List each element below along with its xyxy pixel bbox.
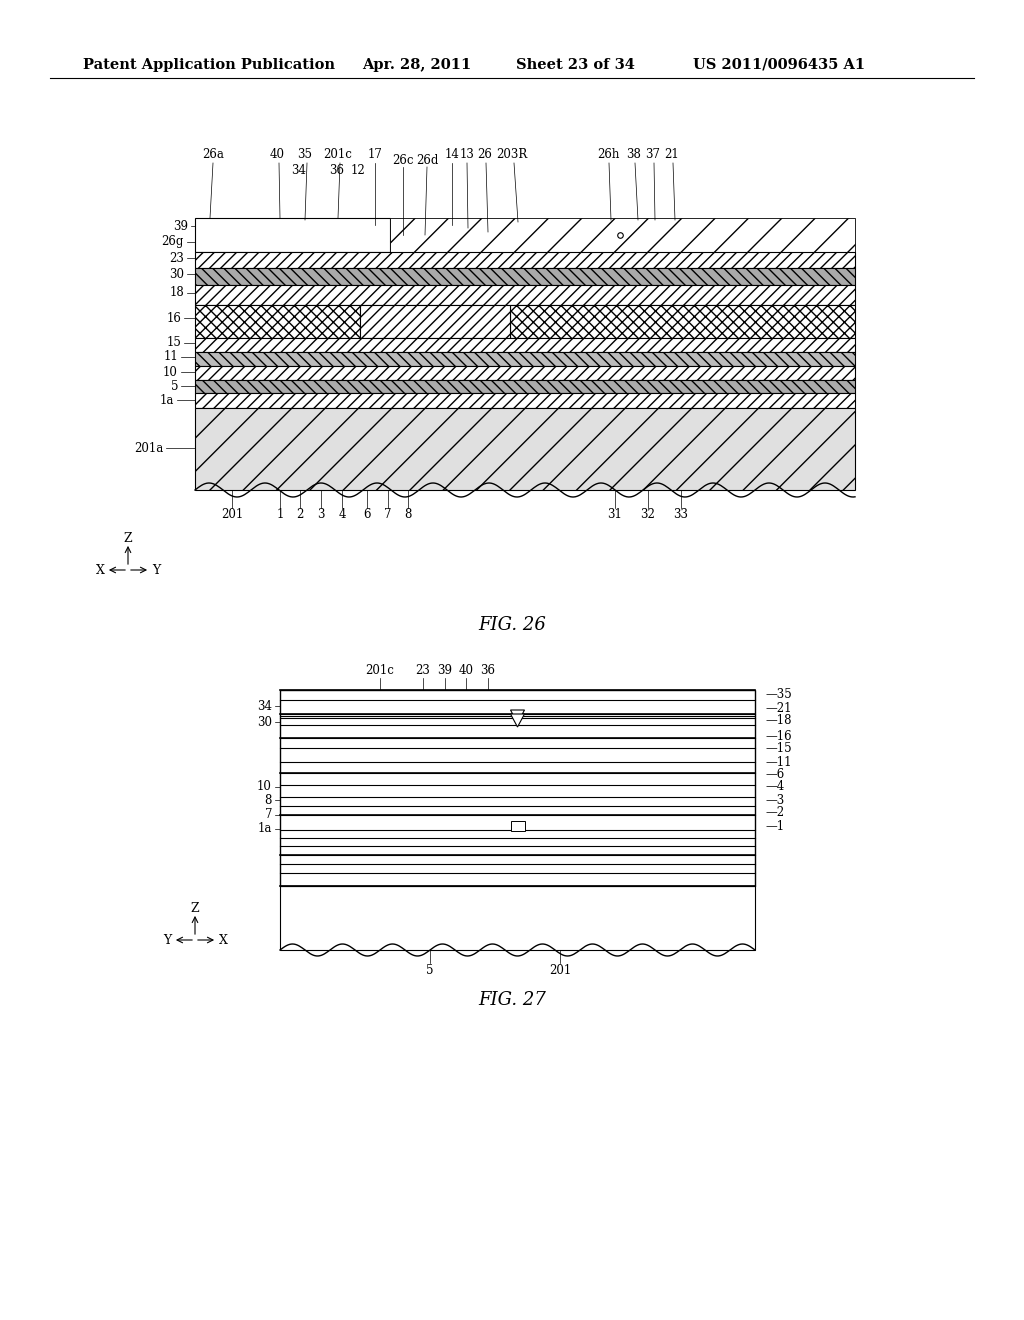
- Text: 30: 30: [257, 715, 272, 729]
- Text: 1a: 1a: [160, 393, 174, 407]
- Text: 26h: 26h: [597, 149, 620, 161]
- Text: 10: 10: [163, 366, 178, 379]
- Text: Sheet 23 of 34: Sheet 23 of 34: [516, 58, 635, 73]
- Bar: [390, 218, 855, 252]
- Polygon shape: [511, 714, 524, 727]
- Text: 201a: 201a: [134, 441, 163, 454]
- Text: 33: 33: [674, 508, 688, 521]
- Text: 201c: 201c: [324, 149, 352, 161]
- Bar: [195, 305, 360, 338]
- Text: FIG. 26: FIG. 26: [478, 616, 546, 634]
- Text: 13: 13: [460, 149, 474, 161]
- Text: 7: 7: [384, 508, 392, 521]
- Bar: [195, 366, 855, 380]
- Text: 17: 17: [368, 149, 382, 161]
- Bar: [195, 408, 855, 490]
- Text: 15: 15: [166, 337, 181, 350]
- Text: 201c: 201c: [366, 664, 394, 676]
- Text: 26a: 26a: [202, 149, 224, 161]
- Text: US 2011/0096435 A1: US 2011/0096435 A1: [693, 58, 865, 73]
- Text: 12: 12: [350, 165, 366, 177]
- Text: —21: —21: [765, 701, 792, 714]
- Polygon shape: [511, 710, 524, 723]
- Text: 37: 37: [645, 149, 660, 161]
- Bar: [195, 393, 855, 408]
- Text: 34: 34: [257, 700, 272, 713]
- Text: 32: 32: [641, 508, 655, 521]
- Text: 10: 10: [257, 780, 272, 793]
- Text: 40: 40: [459, 664, 473, 676]
- Text: 6: 6: [364, 508, 371, 521]
- Text: —6: —6: [765, 768, 784, 781]
- Bar: [195, 218, 390, 252]
- Text: 18: 18: [169, 286, 184, 300]
- Text: 40: 40: [269, 149, 285, 161]
- Text: 7: 7: [264, 808, 272, 821]
- Text: 26d: 26d: [416, 153, 438, 166]
- Bar: [360, 305, 510, 338]
- Text: 3: 3: [317, 508, 325, 521]
- Bar: [195, 352, 855, 366]
- Text: 8: 8: [404, 508, 412, 521]
- Text: —11: —11: [765, 755, 792, 768]
- Text: 8: 8: [264, 793, 272, 807]
- Text: —18: —18: [765, 714, 792, 726]
- Text: 36: 36: [330, 165, 344, 177]
- Text: 16: 16: [166, 312, 181, 325]
- Text: —3: —3: [765, 793, 784, 807]
- Text: 1: 1: [276, 508, 284, 521]
- Text: Y: Y: [163, 933, 171, 946]
- Text: 5: 5: [426, 964, 434, 977]
- Text: Patent Application Publication: Patent Application Publication: [83, 58, 335, 73]
- Text: Z: Z: [190, 903, 200, 916]
- Text: 21: 21: [665, 149, 679, 161]
- Text: 11: 11: [163, 351, 178, 363]
- Text: 39: 39: [173, 219, 188, 232]
- Text: Y: Y: [152, 564, 160, 577]
- Text: 5: 5: [171, 380, 178, 392]
- Text: 34: 34: [292, 165, 306, 177]
- Bar: [510, 305, 855, 338]
- Text: —15: —15: [765, 742, 792, 755]
- Text: 26: 26: [477, 149, 493, 161]
- Bar: [511, 821, 524, 832]
- Text: 2: 2: [296, 508, 304, 521]
- Bar: [195, 338, 855, 352]
- Bar: [280, 690, 755, 886]
- Text: 26c: 26c: [392, 153, 414, 166]
- Text: 35: 35: [298, 149, 312, 161]
- Text: Z: Z: [124, 532, 132, 545]
- Text: 26g: 26g: [162, 235, 184, 248]
- Bar: [195, 380, 855, 393]
- Text: X: X: [218, 933, 227, 946]
- Text: —4: —4: [765, 780, 784, 793]
- Text: —16: —16: [765, 730, 792, 742]
- Bar: [195, 268, 855, 285]
- Text: Apr. 28, 2011: Apr. 28, 2011: [362, 58, 471, 73]
- Bar: [195, 285, 855, 305]
- Text: 39: 39: [437, 664, 453, 676]
- Text: 4: 4: [338, 508, 346, 521]
- Text: 201: 201: [549, 964, 571, 977]
- Text: X: X: [95, 564, 104, 577]
- Text: 201: 201: [221, 508, 243, 521]
- Text: —35: —35: [765, 689, 792, 701]
- Text: 23: 23: [169, 252, 184, 264]
- Text: 31: 31: [607, 508, 623, 521]
- Text: 36: 36: [480, 664, 496, 676]
- Text: 14: 14: [444, 149, 460, 161]
- Text: 30: 30: [169, 268, 184, 281]
- Text: 23: 23: [416, 664, 430, 676]
- Text: 1a: 1a: [258, 822, 272, 836]
- Text: FIG. 27: FIG. 27: [478, 991, 546, 1008]
- Bar: [195, 252, 855, 268]
- Text: 38: 38: [627, 149, 641, 161]
- Text: 203R: 203R: [497, 149, 527, 161]
- Text: —1: —1: [765, 820, 784, 833]
- Bar: [280, 886, 755, 950]
- Text: —2: —2: [765, 807, 784, 820]
